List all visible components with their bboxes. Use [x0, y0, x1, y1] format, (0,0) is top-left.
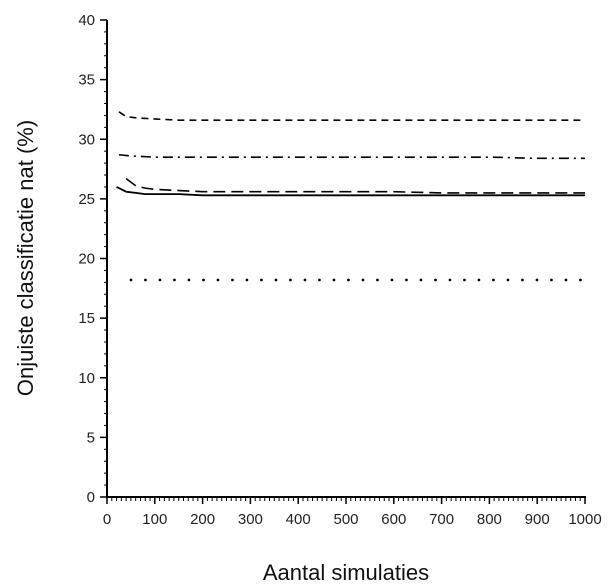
series-line-short-dash	[118, 111, 585, 121]
x-tick-label: 1000	[568, 511, 601, 528]
x-tick-label: 700	[429, 511, 454, 528]
y-tick-label: 5	[87, 429, 95, 446]
x-tick-label: 400	[286, 511, 311, 528]
y-tick-label: 30	[78, 131, 95, 148]
y-tick-label: 40	[78, 12, 95, 29]
x-tick-label: 100	[142, 511, 167, 528]
y-tick-label: 35	[78, 72, 95, 89]
x-tick-label: 900	[525, 511, 550, 528]
series-line-solid	[116, 186, 585, 197]
x-axis-title: Aantal simulaties	[263, 560, 429, 585]
y-axis-title: Onjuiste classificatie nat (%)	[13, 120, 38, 396]
x-tick-label: 800	[477, 511, 502, 528]
series-line-long-dash	[125, 177, 585, 194]
y-tick-label: 15	[78, 310, 95, 327]
series-line-dash-dot	[118, 153, 585, 160]
x-tick-label: 0	[103, 511, 111, 528]
y-tick-label: 25	[78, 191, 95, 208]
axis-layer	[106, 20, 586, 498]
y-tick-label: 10	[78, 370, 95, 387]
x-tick-label: 600	[381, 511, 406, 528]
series-layer	[116, 111, 587, 282]
y-tick-label: 0	[87, 489, 95, 506]
x-tick-label: 300	[238, 511, 263, 528]
y-tick-label: 20	[78, 251, 95, 268]
x-tick-label: 500	[333, 511, 358, 528]
x-tick-label: 200	[190, 511, 215, 528]
